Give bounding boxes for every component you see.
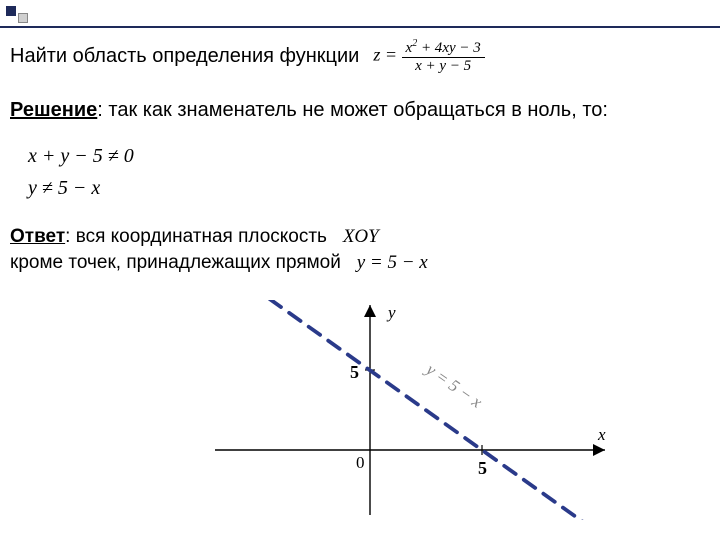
answer-line-1: Ответ: вся координатная плоскость XOY — [10, 224, 710, 250]
numerator: x2 + 4xy − 3 — [402, 38, 485, 58]
page-content: Найти область определения функции z = x2… — [10, 38, 710, 275]
svg-text:y = 5 − x: y = 5 − x — [421, 359, 486, 412]
svg-text:0: 0 — [356, 453, 365, 472]
svg-text:5: 5 — [478, 458, 487, 478]
problem-statement: Найти область определения функции z = x2… — [10, 38, 710, 75]
graph-svg: y x 0 5 5 y = 5 − x — [200, 300, 620, 520]
main-formula-fraction: x2 + 4xy − 3 x + y − 5 — [402, 38, 485, 75]
graph: y x 0 5 5 y = 5 − x — [200, 300, 620, 520]
answer-block: Ответ: вся координатная плоскость XOY кр… — [10, 224, 710, 275]
header-underline — [0, 26, 720, 28]
equation-1: x + y − 5 ≠ 0 — [28, 140, 710, 172]
plane-name: XOY — [343, 226, 379, 247]
line-formula: y = 5 − x — [357, 252, 428, 273]
solution-equations: x + y − 5 ≠ 0 y ≠ 5 − x — [28, 140, 710, 204]
svg-text:y: y — [386, 303, 396, 322]
svg-text:5: 5 — [350, 362, 359, 382]
equation-2: y ≠ 5 − x — [28, 172, 710, 204]
main-formula: z = x2 + 4xy − 3 x + y − 5 — [373, 38, 484, 75]
answer-line-2: кроме точек, принадлежащих прямой y = 5 … — [10, 250, 710, 276]
title-text: Найти область определения функции — [10, 45, 359, 68]
svg-text:x: x — [597, 425, 606, 444]
solution-line: Решение: так как знаменатель не может об… — [10, 99, 710, 122]
denominator: x + y − 5 — [402, 58, 485, 75]
